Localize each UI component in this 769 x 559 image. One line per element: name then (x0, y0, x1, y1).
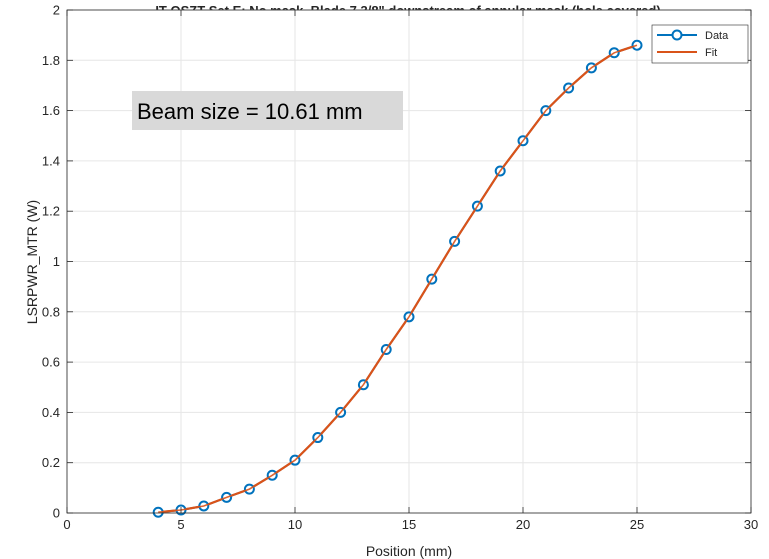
y-tick-label: 1.4 (42, 153, 60, 168)
legend-label-data: Data (705, 30, 729, 42)
y-tick-label: 0.6 (42, 355, 60, 370)
y-tick-label: 2 (53, 3, 60, 18)
series-line-fit-overlay (158, 44, 638, 513)
annotation-box: Beam size = 10.61 mm (132, 91, 403, 130)
x-tick-label: 25 (630, 517, 644, 532)
y-tick-label: 1.6 (42, 103, 60, 118)
legend-data-marker (671, 29, 683, 41)
annotation-background (132, 91, 403, 130)
x-axis-label: Position (mm) (366, 543, 452, 559)
x-tick-label: 0 (63, 517, 70, 532)
legend-box[interactable] (651, 24, 749, 64)
x-tick-label: 10 (288, 517, 302, 532)
y-tick-label: 0.2 (42, 455, 60, 470)
y-tick-label: 0.8 (42, 304, 60, 319)
legend[interactable]: Data Fit (651, 24, 749, 64)
y-tick-label: 1 (53, 254, 60, 269)
legend-label-fit: Fit (705, 47, 717, 59)
series-layer (152, 39, 643, 518)
x-tick-label: 20 (516, 517, 530, 532)
y-axis-label: LSRPWR_MTR (W) (24, 200, 40, 324)
x-tick-label: 15 (402, 517, 416, 532)
x-tick-label: 30 (744, 517, 758, 532)
y-tick-label: 1.2 (42, 204, 60, 219)
y-tick-label: 0 (53, 506, 60, 521)
y-tick-label: 1.8 (42, 53, 60, 68)
ticks: 0 5 10 15 20 25 30 0 0.2 0.4 0.6 0.8 1 1.2 1.4 1.6 1.8 2 (42, 3, 758, 533)
annotation-text: Beam size = 10.61 mm (137, 99, 363, 124)
y-tick-label: 0.4 (42, 405, 60, 420)
x-tick-label: 5 (177, 517, 184, 532)
